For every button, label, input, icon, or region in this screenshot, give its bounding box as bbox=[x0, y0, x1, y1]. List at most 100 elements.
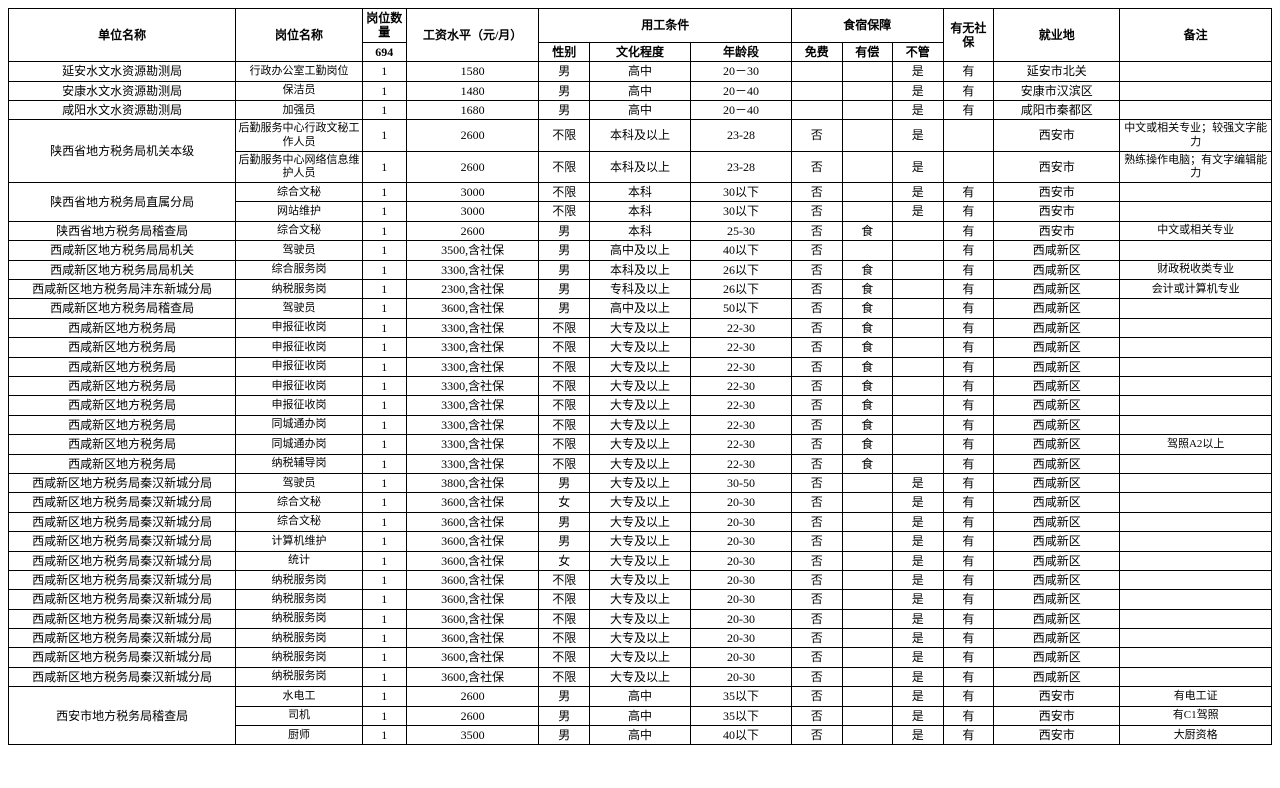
cell-edu: 大专及以上 bbox=[589, 667, 690, 686]
cell-salary: 3300,含社保 bbox=[406, 318, 539, 337]
cell-ss: 有 bbox=[943, 260, 994, 279]
table-row: 西咸新区地方税务局秦汉新城分局纳税服务岗13600,含社保不限大专及以上20-3… bbox=[9, 570, 1272, 589]
cell-none bbox=[893, 299, 944, 318]
cell-none: 是 bbox=[893, 629, 944, 648]
cell-qty: 1 bbox=[362, 570, 406, 589]
cell-loc: 西安市 bbox=[994, 687, 1120, 706]
cell-ss: 有 bbox=[943, 280, 994, 299]
cell-qty: 1 bbox=[362, 454, 406, 473]
cell-edu: 本科及以上 bbox=[589, 260, 690, 279]
cell-paid bbox=[842, 241, 893, 260]
table-row: 西咸新区地方税务局秦汉新城分局纳税服务岗13600,含社保不限大专及以上20-3… bbox=[9, 629, 1272, 648]
cell-none: 是 bbox=[893, 648, 944, 667]
cell-sex: 不限 bbox=[539, 318, 590, 337]
cell-salary: 3300,含社保 bbox=[406, 338, 539, 357]
cell-sex: 男 bbox=[539, 299, 590, 318]
cell-edu: 高中 bbox=[589, 100, 690, 119]
cell-sex: 不限 bbox=[539, 183, 590, 202]
cell-unit: 西咸新区地方税务局秦汉新城分局 bbox=[9, 648, 236, 667]
cell-qty: 1 bbox=[362, 551, 406, 570]
header-note: 备注 bbox=[1120, 9, 1272, 62]
cell-qty: 1 bbox=[362, 667, 406, 686]
cell-note: 大厨资格 bbox=[1120, 726, 1272, 745]
cell-free: 否 bbox=[792, 648, 843, 667]
cell-loc: 安康市汉滨区 bbox=[994, 81, 1120, 100]
cell-paid bbox=[842, 629, 893, 648]
cell-sex: 男 bbox=[539, 62, 590, 81]
cell-ss: 有 bbox=[943, 726, 994, 745]
cell-sex: 男 bbox=[539, 221, 590, 240]
cell-note bbox=[1120, 512, 1272, 531]
cell-note bbox=[1120, 667, 1272, 686]
cell-note bbox=[1120, 629, 1272, 648]
cell-note bbox=[1120, 415, 1272, 434]
cell-ss: 有 bbox=[943, 377, 994, 396]
table-row: 西咸新区地方税务局秦汉新城分局纳税服务岗13600,含社保不限大专及以上20-3… bbox=[9, 590, 1272, 609]
table-row: 陕西省地方税务局直属分局综合文秘13000不限本科30以下否是有西安市 bbox=[9, 183, 1272, 202]
cell-free bbox=[792, 62, 843, 81]
cell-qty: 1 bbox=[362, 415, 406, 434]
cell-age: 22-30 bbox=[690, 454, 791, 473]
cell-ss bbox=[943, 151, 994, 182]
cell-loc: 西咸新区 bbox=[994, 570, 1120, 589]
cell-edu: 高中 bbox=[589, 62, 690, 81]
cell-qty: 1 bbox=[362, 706, 406, 725]
cell-position: 综合文秘 bbox=[236, 493, 362, 512]
cell-position: 厨师 bbox=[236, 726, 362, 745]
cell-paid bbox=[842, 687, 893, 706]
cell-loc: 西咸新区 bbox=[994, 318, 1120, 337]
cell-unit: 西咸新区地方税务局秦汉新城分局 bbox=[9, 590, 236, 609]
cell-salary: 3300,含社保 bbox=[406, 260, 539, 279]
header-sex: 性别 bbox=[539, 42, 590, 61]
cell-qty: 1 bbox=[362, 241, 406, 260]
table-row: 西咸新区地方税务局稽查局驾驶员13600,含社保男高中及以上50以下否食有西咸新… bbox=[9, 299, 1272, 318]
cell-none: 是 bbox=[893, 202, 944, 221]
cell-ss: 有 bbox=[943, 318, 994, 337]
cell-position: 申报征收岗 bbox=[236, 357, 362, 376]
cell-salary: 3300,含社保 bbox=[406, 396, 539, 415]
cell-paid bbox=[842, 151, 893, 182]
cell-paid bbox=[842, 493, 893, 512]
cell-position: 行政办公室工勤岗位 bbox=[236, 62, 362, 81]
cell-position: 计算机维护 bbox=[236, 532, 362, 551]
cell-age: 20-30 bbox=[690, 570, 791, 589]
cell-unit: 西咸新区地方税务局秦汉新城分局 bbox=[9, 667, 236, 686]
cell-edu: 高中 bbox=[589, 706, 690, 725]
cell-salary: 3600,含社保 bbox=[406, 551, 539, 570]
cell-ss: 有 bbox=[943, 183, 994, 202]
cell-paid bbox=[842, 706, 893, 725]
cell-edu: 大专及以上 bbox=[589, 532, 690, 551]
cell-note: 驾照A2以上 bbox=[1120, 435, 1272, 454]
cell-ss bbox=[943, 120, 994, 151]
cell-qty: 1 bbox=[362, 260, 406, 279]
header-cond-group: 用工条件 bbox=[539, 9, 792, 43]
cell-note bbox=[1120, 318, 1272, 337]
cell-none bbox=[893, 357, 944, 376]
cell-position: 申报征收岗 bbox=[236, 318, 362, 337]
cell-age: 20－40 bbox=[690, 100, 791, 119]
table-row: 西咸新区地方税务局秦汉新城分局综合文秘13600,含社保女大专及以上20-30否… bbox=[9, 493, 1272, 512]
cell-edu: 大专及以上 bbox=[589, 377, 690, 396]
cell-position: 同城通办岗 bbox=[236, 435, 362, 454]
cell-position: 同城通办岗 bbox=[236, 415, 362, 434]
cell-paid bbox=[842, 62, 893, 81]
cell-edu: 大专及以上 bbox=[589, 493, 690, 512]
cell-salary: 3500 bbox=[406, 726, 539, 745]
cell-age: 20-30 bbox=[690, 667, 791, 686]
cell-none bbox=[893, 241, 944, 260]
cell-unit: 安康水文水资源勘测局 bbox=[9, 81, 236, 100]
cell-none bbox=[893, 318, 944, 337]
cell-qty: 1 bbox=[362, 629, 406, 648]
cell-ss: 有 bbox=[943, 570, 994, 589]
cell-ss: 有 bbox=[943, 473, 994, 492]
cell-salary: 3800,含社保 bbox=[406, 473, 539, 492]
cell-note: 有电工证 bbox=[1120, 687, 1272, 706]
cell-note bbox=[1120, 454, 1272, 473]
cell-none: 是 bbox=[893, 100, 944, 119]
cell-salary: 3300,含社保 bbox=[406, 454, 539, 473]
table-row: 西咸新区地方税务局秦汉新城分局纳税服务岗13600,含社保不限大专及以上20-3… bbox=[9, 648, 1272, 667]
cell-age: 20-30 bbox=[690, 648, 791, 667]
cell-edu: 本科 bbox=[589, 183, 690, 202]
cell-ss: 有 bbox=[943, 629, 994, 648]
cell-qty: 1 bbox=[362, 62, 406, 81]
